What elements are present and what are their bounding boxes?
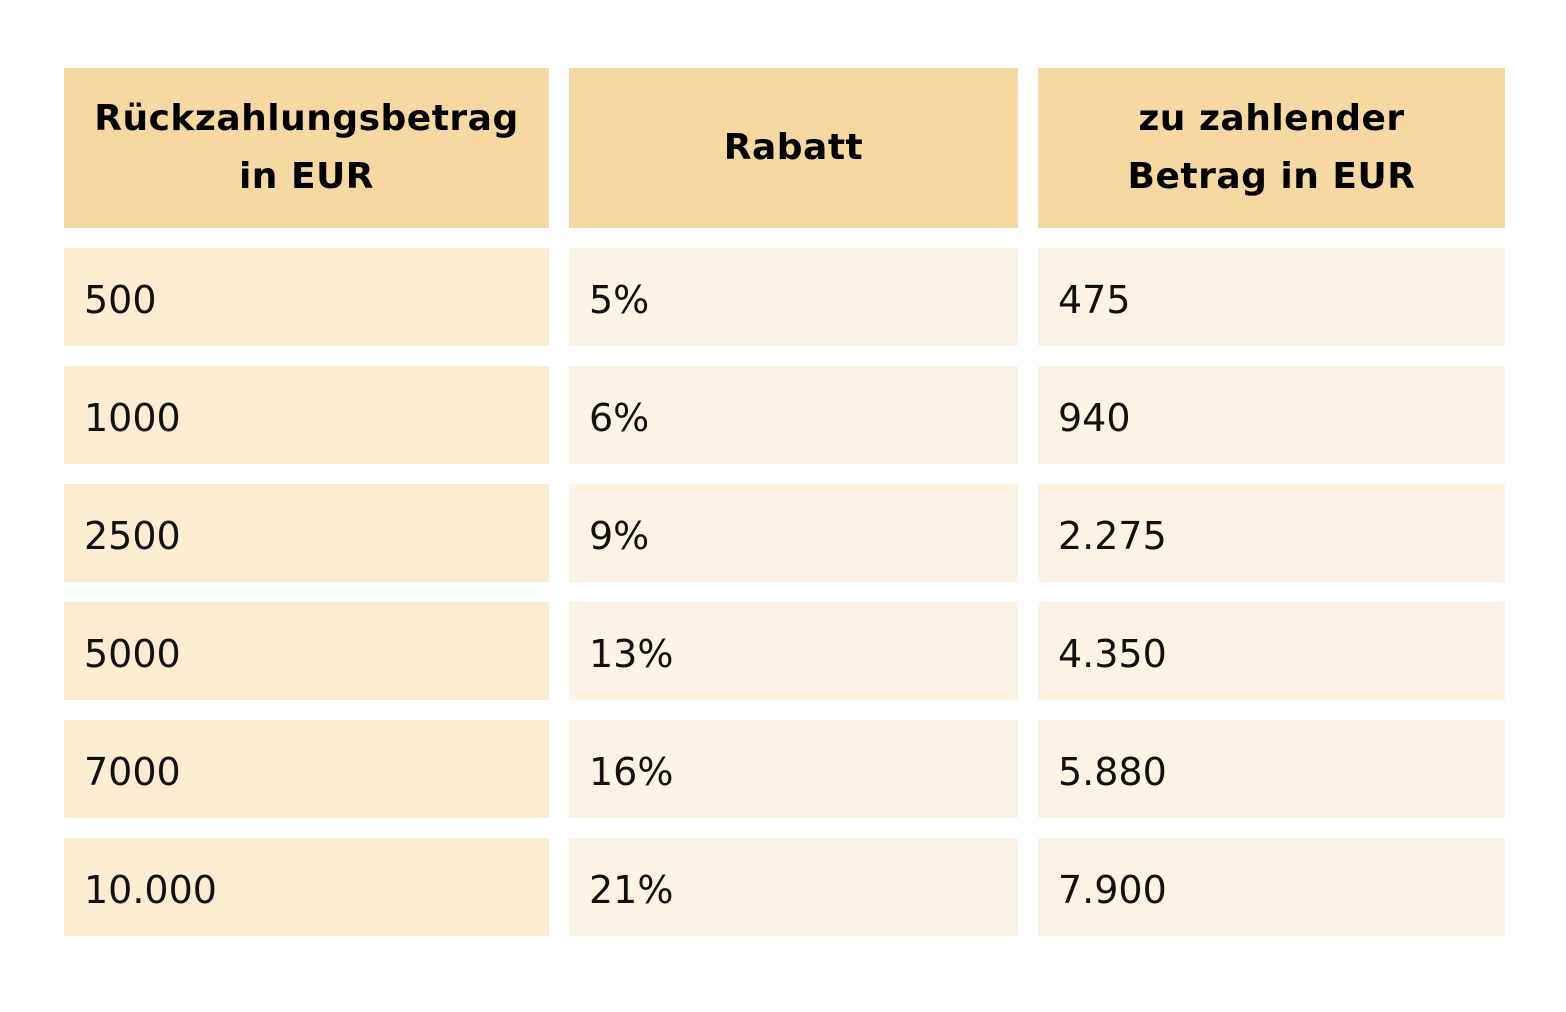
header-cell-amount-to-pay: zu zahlender Betrag in EUR — [1038, 68, 1505, 228]
table-cell-amount-to-pay: 5.880 — [1038, 720, 1505, 818]
table-cell-repayment-amount: 7000 — [64, 720, 549, 818]
table-cell-amount-to-pay: 4.350 — [1038, 602, 1505, 700]
table-cell-repayment-amount: 2500 — [64, 484, 549, 582]
discount-table: Rückzahlungsbetrag in EUR Rabatt zu zahl… — [64, 68, 1505, 936]
table-cell-amount-to-pay: 940 — [1038, 366, 1505, 464]
table-cell-amount-to-pay: 2.275 — [1038, 484, 1505, 582]
table-cell-repayment-amount: 500 — [64, 248, 549, 346]
table-cell-repayment-amount: 1000 — [64, 366, 549, 464]
table-cell-repayment-amount: 5000 — [64, 602, 549, 700]
table-cell-discount: 16% — [569, 720, 1018, 818]
table-cell-amount-to-pay: 475 — [1038, 248, 1505, 346]
header-cell-repayment-amount: Rückzahlungsbetrag in EUR — [64, 68, 549, 228]
table-cell-discount: 13% — [569, 602, 1018, 700]
header-cell-discount: Rabatt — [569, 68, 1018, 228]
table-cell-repayment-amount: 10.000 — [64, 838, 549, 936]
table-cell-discount: 21% — [569, 838, 1018, 936]
table-cell-discount: 5% — [569, 248, 1018, 346]
table-cell-discount: 6% — [569, 366, 1018, 464]
table-cell-amount-to-pay: 7.900 — [1038, 838, 1505, 936]
table-cell-discount: 9% — [569, 484, 1018, 582]
